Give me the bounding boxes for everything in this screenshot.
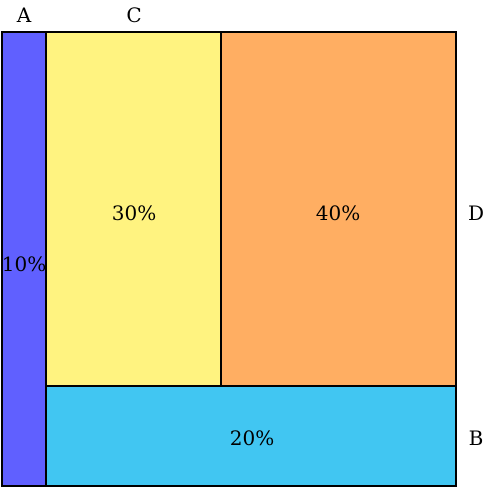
region-c-percent: 30%	[111, 201, 157, 225]
region-d-label: D	[467, 201, 485, 225]
region-d-percent: 40%	[315, 201, 361, 225]
region-a	[1, 31, 47, 487]
region-c-label: C	[126, 3, 142, 27]
region-b	[45, 385, 457, 487]
region-b-percent: 20%	[229, 426, 275, 450]
region-b-label: B	[468, 426, 484, 450]
region-a-label: A	[16, 3, 32, 27]
region-c	[45, 31, 222, 387]
region-a-percent: 10%	[1, 252, 47, 276]
